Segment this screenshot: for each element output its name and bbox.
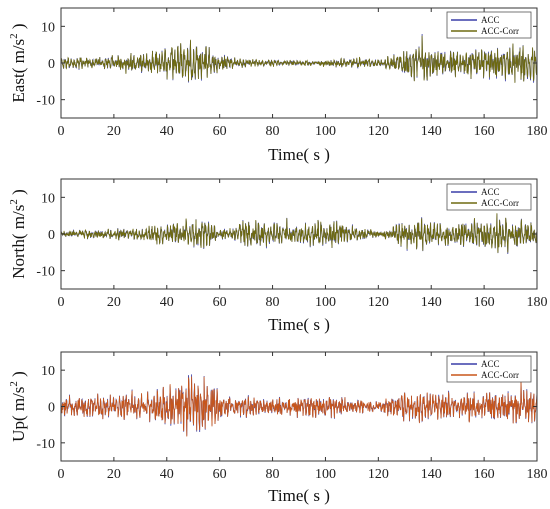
y-tick-label: -10 bbox=[36, 437, 55, 452]
x-axis-label: Time( s ) bbox=[268, 145, 330, 164]
x-tick-label: 40 bbox=[160, 467, 174, 482]
legend-entry: ACC-Corr bbox=[481, 198, 519, 208]
legend-entry: ACC-Corr bbox=[481, 370, 519, 380]
x-tick-label: 80 bbox=[266, 295, 280, 310]
x-tick-label: 180 bbox=[527, 467, 548, 482]
series-line-acc-corr bbox=[60, 35, 538, 83]
y-axis-label: Up( m/s2 ) bbox=[8, 371, 28, 442]
y-tick-label: -10 bbox=[36, 94, 55, 109]
x-tick-label: 140 bbox=[421, 467, 442, 482]
legend-entry: ACC bbox=[481, 15, 500, 25]
x-tick-label: 100 bbox=[315, 295, 336, 310]
legend-entry: ACC-Corr bbox=[481, 26, 519, 36]
x-tick-label: 0 bbox=[58, 295, 65, 310]
x-tick-label: 0 bbox=[58, 124, 65, 139]
series-line-acc-corr bbox=[60, 376, 538, 437]
legend-entry: ACC bbox=[481, 359, 500, 369]
x-axis-label: Time( s ) bbox=[268, 486, 330, 505]
x-tick-label: 180 bbox=[527, 295, 548, 310]
x-tick-label: 80 bbox=[266, 467, 280, 482]
y-tick-label: 10 bbox=[41, 364, 55, 379]
y-axis-label: North( m/s2 ) bbox=[8, 189, 28, 279]
x-tick-label: 40 bbox=[160, 295, 174, 310]
x-tick-label: 140 bbox=[421, 124, 442, 139]
y-tick-label: 0 bbox=[48, 228, 55, 243]
x-tick-label: 20 bbox=[107, 295, 121, 310]
x-tick-label: 80 bbox=[266, 124, 280, 139]
x-tick-label: 20 bbox=[107, 467, 121, 482]
series-line-acc-corr bbox=[60, 213, 538, 253]
x-tick-label: 60 bbox=[213, 295, 227, 310]
x-tick-label: 20 bbox=[107, 124, 121, 139]
y-tick-label: -10 bbox=[36, 265, 55, 280]
y-tick-label: 0 bbox=[48, 57, 55, 72]
x-tick-label: 0 bbox=[58, 467, 65, 482]
x-tick-label: 100 bbox=[315, 124, 336, 139]
x-tick-label: 120 bbox=[368, 467, 389, 482]
x-tick-label: 140 bbox=[421, 295, 442, 310]
y-tick-label: 10 bbox=[41, 191, 55, 206]
y-tick-label: 10 bbox=[41, 20, 55, 35]
x-tick-label: 160 bbox=[474, 295, 495, 310]
y-axis-label: East( m/s2 ) bbox=[8, 23, 28, 102]
x-tick-label: 100 bbox=[315, 467, 336, 482]
x-axis-label: Time( s ) bbox=[268, 315, 330, 334]
legend-entry: ACC bbox=[481, 187, 500, 197]
x-tick-label: 40 bbox=[160, 124, 174, 139]
legend-box bbox=[446, 183, 532, 211]
x-tick-label: 60 bbox=[213, 467, 227, 482]
legend-box bbox=[446, 355, 532, 383]
x-tick-label: 160 bbox=[474, 124, 495, 139]
y-tick-label: 0 bbox=[48, 401, 55, 416]
x-tick-label: 120 bbox=[368, 124, 389, 139]
legend-box bbox=[446, 11, 532, 39]
x-tick-label: 60 bbox=[213, 124, 227, 139]
x-tick-label: 120 bbox=[368, 295, 389, 310]
x-tick-label: 160 bbox=[474, 467, 495, 482]
x-tick-label: 180 bbox=[527, 124, 548, 139]
